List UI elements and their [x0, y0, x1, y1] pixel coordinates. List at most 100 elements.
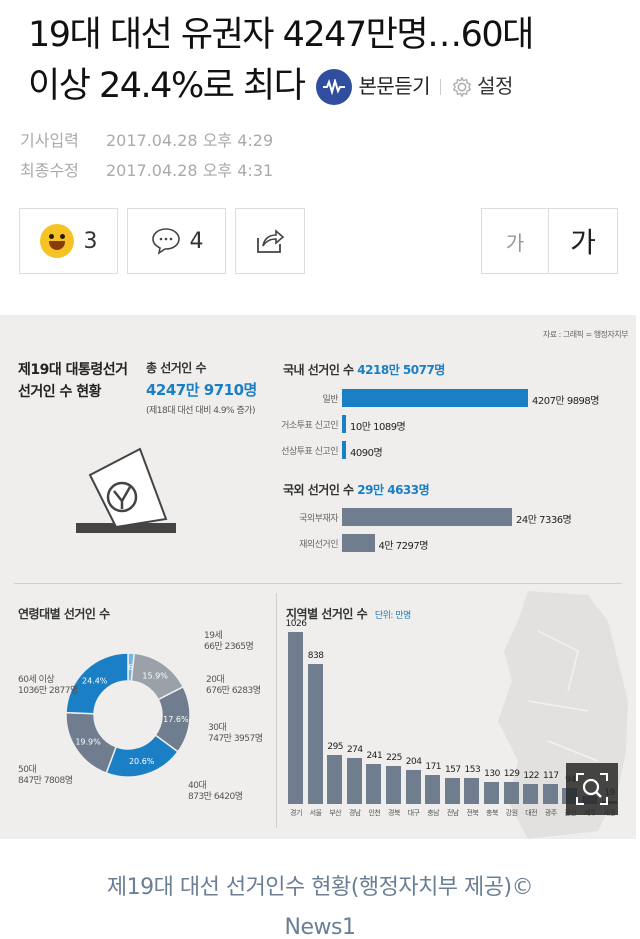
region-bar [366, 763, 382, 804]
donut-category-count: 676만 6283명 [206, 686, 261, 696]
region-category-label: 강원 [505, 809, 518, 817]
donut-category-name: 50대 [18, 765, 37, 775]
hbar-bar [342, 508, 512, 526]
region-value-label: 122 [523, 770, 540, 781]
magnifier-icon [576, 773, 608, 805]
image-caption: 제19대 대선 선거인수 현황(행정자치부 제공)© News1 [106, 875, 534, 939]
voice-wave-icon [316, 68, 353, 105]
region-value-label: 129 [503, 769, 520, 780]
region-value-label: 117 [542, 771, 559, 782]
zoom-image-button[interactable] [566, 763, 618, 815]
headline-line-1: 19대 대선 유권자 4247만명…60대 [28, 15, 534, 55]
donut-percent-label: 24.4% [82, 676, 108, 685]
region-value-label: 274 [346, 745, 363, 756]
region-category-label: 인천 [368, 809, 381, 817]
total-voters-note: (제18대 대선 대비 4.9% 증가) [146, 406, 256, 416]
donut-category-label: 40대 873만 6420명 [188, 781, 243, 803]
region-bar [386, 766, 401, 804]
speech-bubble-icon [151, 228, 180, 255]
comment-button[interactable]: 4 [127, 208, 226, 274]
region-bar [327, 754, 343, 804]
font-increase-button[interactable]: 가 [548, 208, 618, 274]
hbar-value-label: 10만 1089명 [350, 422, 406, 433]
region-chart-heading: 지역별 선거인 수 단위: 만명 [286, 607, 411, 621]
donut-category-count: 1036만 2877명 [18, 686, 78, 696]
total-voters-label: 총 선거인 수 [146, 361, 207, 375]
donut-category-count: 66만 2365명 [204, 642, 254, 652]
hbar-value-label: 4207만 9898명 [532, 396, 599, 407]
region-category-label: 서울 [309, 809, 322, 817]
region-bar [288, 632, 303, 804]
region-value-label: 204 [405, 756, 422, 767]
hbar-bar [342, 441, 346, 459]
settings-label: 설정 [477, 74, 513, 98]
region-category-label: 충북 [486, 809, 498, 817]
ballot-box-icon [76, 447, 176, 533]
hbar-value-label: 24만 7336명 [516, 515, 572, 526]
donut-percent-label: 19.9% [75, 738, 101, 747]
donut-category-name: 30대 [208, 723, 227, 733]
domestic-voters-heading: 국내 선거인 수 4218만 5077명 [283, 363, 445, 377]
region-category-label: 경기 [290, 809, 302, 817]
region-bar [425, 775, 441, 804]
region-category-label: 경북 [388, 809, 400, 817]
region-bar [464, 778, 480, 804]
listen-label: 본문듣기 [358, 74, 431, 98]
region-bar [307, 663, 323, 804]
hbar-value-label: 4만 7297명 [378, 541, 429, 552]
font-decrease-button[interactable]: 가 [481, 208, 549, 274]
hbar-bar [342, 534, 375, 552]
published-info: 기사입력 2017.04.28 오후 4:29 [20, 131, 274, 150]
region-bar [444, 777, 460, 804]
article-headline: 19대 대선 유권자 4247만명…60대 이상 24.4%로 최다 본문듣기 … [28, 10, 618, 112]
modified-info: 최종수정 2017.04.28 오후 4:31 [20, 161, 274, 180]
share-button[interactable] [235, 208, 305, 274]
age-donut-chart: 1.6%15.9% 17.6% 20.6% 19.9% 24.4% [65, 652, 191, 778]
donut-category-count: 747만 3957명 [208, 734, 263, 744]
donut-category-label: 30대 747만 3957명 [208, 723, 263, 745]
reaction-button[interactable]: 3 [19, 208, 118, 274]
infographic-source: 자료 : 그래픽 = 행정자치부 [542, 330, 629, 339]
comment-count: 4 [189, 228, 204, 254]
donut-category-label: 50대 847만 7808명 [18, 765, 73, 787]
divider [440, 78, 442, 95]
donut-category-label: 60세 이상 1036만 2877명 [18, 675, 78, 697]
region-value-label: 241 [366, 750, 383, 761]
region-value-label: 153 [464, 765, 481, 776]
article-infographic[interactable]: 자료 : 그래픽 = 행정자치부 제19대 대통령선거 선거인 수 현황 총 선… [0, 315, 636, 839]
donut-slice [65, 652, 129, 715]
donut-percent-label: 15.9% [142, 671, 168, 680]
total-voters-value: 4247만 9710명 [146, 381, 257, 399]
settings-button[interactable]: 설정 [451, 61, 513, 112]
region-bar [346, 758, 362, 804]
region-value-label: 225 [386, 753, 402, 764]
region-value-label: 295 [327, 741, 344, 752]
donut-category-name: 19세 [204, 631, 223, 641]
hbar-category-label: 거소투표 신고인 [281, 421, 338, 431]
hbar-value-label: 4090명 [350, 448, 383, 459]
donut-category-name: 20대 [206, 675, 225, 685]
hbar-category-label: 선상투표 신고인 [281, 447, 338, 457]
region-value-label: 1026 [285, 619, 307, 629]
article-meta: 기사입력 2017.04.28 오후 4:29 최종수정 2017.04.28 오후… [20, 126, 273, 186]
hbar-bar [342, 389, 528, 407]
donut-percent-label: 17.6% [163, 715, 189, 724]
region-bar [523, 783, 539, 804]
hbar-category-label: 국외부재자 [299, 514, 338, 524]
donut-percent-label: 20.6% [129, 757, 155, 766]
region-category-label: 대전 [525, 809, 538, 817]
hbar-category-label: 일반 [322, 395, 338, 405]
region-category-label: 대구 [407, 809, 420, 817]
donut-percent-label: 1.6% [120, 663, 141, 672]
gear-icon [452, 75, 472, 98]
region-bar [405, 769, 421, 804]
donut-category-count: 847만 7808명 [18, 776, 73, 786]
region-bar [503, 782, 519, 804]
reaction-count: 3 [83, 228, 98, 254]
listen-button[interactable]: 본문듣기 [316, 61, 431, 112]
hbar-bar [342, 415, 346, 433]
region-category-label: 충남 [427, 809, 440, 817]
region-bar [542, 784, 558, 804]
infographic-title: 제19대 대통령선거 선거인 수 현황 [18, 362, 128, 400]
region-category-label: 경남 [348, 809, 361, 817]
